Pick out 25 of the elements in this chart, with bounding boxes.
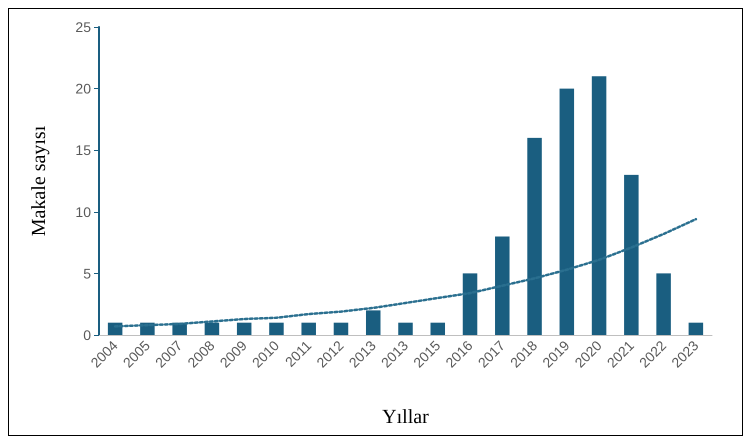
bar [398, 322, 413, 335]
bar [236, 322, 252, 335]
line-series [114, 218, 698, 328]
bar [527, 138, 542, 335]
y-axis-title: Makale sayısı [28, 125, 50, 236]
y-tick-label: 5 [83, 265, 92, 282]
bar [204, 322, 220, 335]
bar [430, 322, 446, 335]
bar [495, 236, 510, 335]
bar [462, 273, 478, 335]
y-tick-label: 15 [75, 142, 92, 158]
bar [269, 322, 284, 335]
x-axis-title: Yıllar [382, 406, 430, 428]
bar [592, 76, 606, 335]
bar [656, 273, 671, 335]
y-tick-label: 0 [83, 327, 92, 343]
bar [688, 322, 704, 335]
bar [560, 88, 574, 335]
y-tick-label: 20 [75, 80, 92, 97]
y-tick-label: 10 [75, 204, 92, 220]
y-tick-label: 25 [75, 19, 92, 35]
bar [366, 310, 380, 335]
bar [624, 174, 639, 335]
bar [334, 322, 348, 335]
bar [301, 322, 316, 335]
